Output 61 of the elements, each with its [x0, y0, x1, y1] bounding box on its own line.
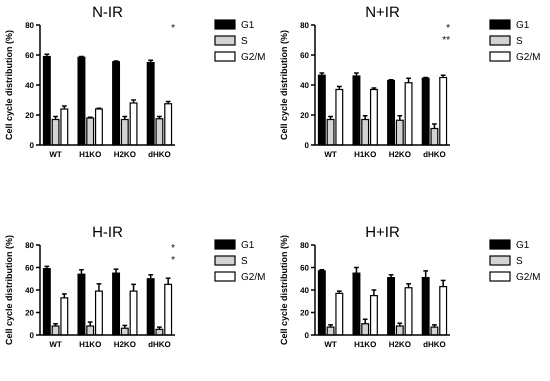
x-tick-label: WT: [324, 340, 337, 349]
annotation: *: [171, 243, 176, 254]
chart-title: N+IR: [365, 4, 400, 21]
y-tick-label: 20: [25, 110, 35, 120]
x-tick-label: WT: [49, 150, 62, 159]
legend-label: G2/M: [516, 272, 540, 283]
legend-label: G1: [241, 20, 255, 31]
chart-title: H-IR: [92, 224, 124, 241]
y-tick-label: 60: [25, 263, 35, 272]
x-tick-label: H2KO: [114, 150, 136, 159]
legend-label: G2/M: [241, 272, 266, 283]
y-tick-label: 20: [300, 308, 310, 318]
legend-label: S: [241, 36, 248, 47]
y-tick-label: 80: [25, 240, 35, 250]
y-axis-title: Cell cycle distribution (%): [4, 234, 14, 346]
x-tick-label: H1KO: [354, 340, 376, 349]
x-tick-label: H2KO: [388, 340, 411, 349]
annotation: *: [171, 23, 176, 34]
x-tick-label: dHKO: [148, 150, 171, 159]
legend-label: G2/M: [516, 52, 540, 63]
x-tick-label: H1KO: [354, 150, 376, 159]
x-tick-label: H1KO: [79, 150, 102, 159]
y-tick-label: 0: [30, 140, 35, 150]
y-tick-label: 60: [25, 50, 35, 60]
y-tick-label: 80: [25, 20, 35, 30]
y-tick-label: 40: [300, 286, 310, 295]
y-tick-label: 20: [25, 308, 35, 318]
y-tick-label: 80: [300, 20, 310, 30]
legend-label: G1: [241, 240, 255, 251]
x-tick-label: H2KO: [114, 340, 136, 349]
y-tick-label: 40: [300, 80, 310, 90]
legend-label: G1: [516, 20, 530, 31]
y-axis-title: Cell cycle distribution (%): [279, 30, 289, 140]
annotation: *: [171, 255, 176, 266]
legend-label: G2/M: [241, 52, 266, 63]
x-tick-label: H2KO: [388, 150, 411, 159]
annotation: *: [446, 23, 450, 34]
x-tick-label: dHKO: [148, 340, 171, 349]
y-tick-label: 0: [304, 140, 310, 150]
y-tick-label: 40: [25, 286, 35, 295]
y-axis-title: Cell cycle distribution (%): [279, 234, 289, 346]
legend-label: S: [241, 256, 248, 267]
legend-label: G1: [516, 240, 530, 251]
chart-title: N-IR: [92, 4, 124, 21]
annotation: **: [442, 35, 450, 46]
y-axis-title: Cell cycle distribution (%): [4, 30, 14, 140]
chart-title: H+IR: [365, 224, 400, 241]
y-tick-label: 80: [300, 240, 310, 250]
y-tick-label: 60: [300, 50, 310, 60]
x-tick-label: dHKO: [423, 150, 446, 159]
y-tick-label: 40: [25, 80, 35, 90]
legend-label: S: [516, 36, 523, 47]
x-tick-label: dHKO: [423, 340, 446, 349]
legend-label: S: [516, 256, 523, 267]
y-tick-label: 0: [30, 330, 35, 340]
x-tick-label: H1KO: [79, 340, 102, 349]
x-tick-label: WT: [49, 340, 62, 349]
y-tick-label: 20: [300, 110, 310, 120]
y-tick-label: 60: [300, 263, 310, 272]
y-tick-label: 0: [304, 330, 310, 340]
x-tick-label: WT: [324, 150, 337, 159]
